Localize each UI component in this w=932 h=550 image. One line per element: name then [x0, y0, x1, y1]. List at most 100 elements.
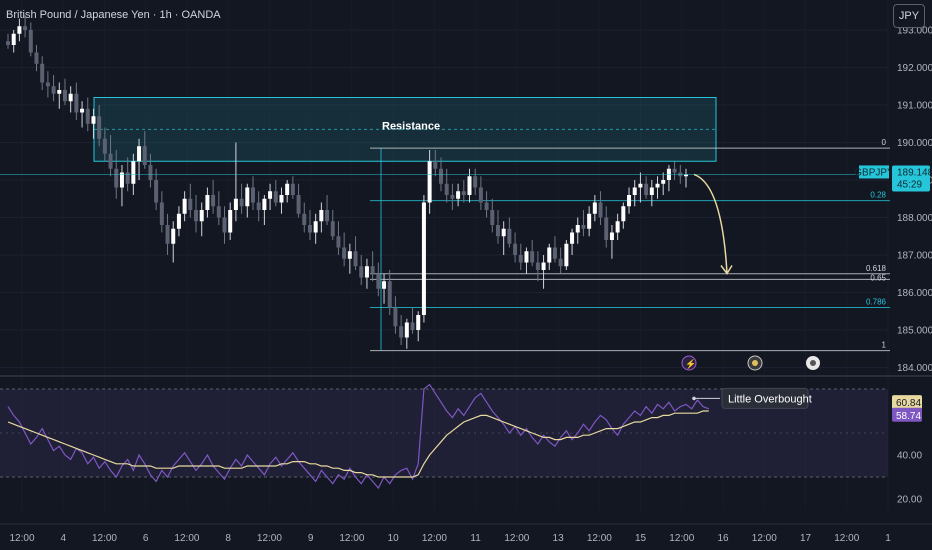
candle-body	[461, 191, 466, 195]
price-tick-label: 188.000	[897, 213, 932, 224]
currency-button[interactable]: JPY	[893, 4, 925, 28]
candlestick-series	[6, 15, 688, 349]
candle-body	[575, 225, 580, 233]
candle-body	[102, 138, 107, 154]
time-tick-label: 1	[885, 533, 891, 544]
candle-body	[342, 247, 347, 259]
candle-body	[587, 213, 592, 229]
candle-body	[513, 243, 518, 255]
candle-body	[285, 183, 290, 195]
candle-body	[302, 213, 307, 225]
time-tick-label: 12:00	[422, 533, 447, 544]
candle-body	[467, 176, 472, 195]
candle-body	[239, 198, 244, 207]
rsi-ma-value-tag-bg	[892, 407, 922, 422]
candle-body	[427, 161, 432, 203]
rsi-tick-label: 40.00	[897, 451, 922, 462]
candle-body	[307, 225, 312, 233]
candle-body	[268, 191, 273, 199]
candle-body	[182, 198, 187, 214]
candle-body	[233, 198, 238, 210]
candle-body	[393, 307, 398, 327]
candle-body	[552, 247, 557, 259]
candle-body	[570, 232, 575, 244]
candle-body	[530, 251, 535, 263]
time-tick-label: 12:00	[587, 533, 612, 544]
candle-body	[313, 221, 318, 233]
candle-body	[199, 210, 204, 222]
candle-body	[273, 191, 278, 203]
last-price-value: 189.148	[897, 167, 932, 178]
candle-body	[40, 63, 45, 83]
rsi-ma-value: 58.74	[896, 411, 921, 422]
candle-body	[359, 266, 364, 278]
candle-body	[51, 86, 56, 94]
candle-body	[638, 183, 643, 188]
candle-body	[456, 191, 461, 199]
candle-body	[62, 90, 67, 102]
candle-body	[518, 255, 523, 263]
projection-arrow	[693, 173, 728, 274]
price-tick-label: 186.000	[897, 288, 932, 299]
candle-body	[353, 251, 358, 267]
candle-body	[325, 210, 330, 222]
candle-body	[598, 202, 603, 218]
candle-body	[319, 210, 324, 222]
time-tick-label: 6	[143, 533, 149, 544]
candle-body	[592, 202, 597, 214]
candle-body	[262, 198, 267, 210]
chart-overlays: ⚡	[0, 173, 888, 371]
flag-event-dot-icon	[752, 360, 758, 366]
candle-body	[490, 210, 495, 225]
price-tick-label: 193.000	[897, 26, 932, 37]
candle-body	[330, 221, 335, 237]
fib-level-label: 1	[882, 341, 887, 350]
price-tick-label: 187.000	[897, 251, 932, 262]
price-tick-label: 184.000	[897, 363, 932, 374]
time-tick-label: 12:00	[174, 533, 199, 544]
candle-body	[370, 266, 375, 274]
time-tick-label: 12:00	[339, 533, 364, 544]
time-axis[interactable]: 12:00 4 12:00 6 12:00 8 12:00 9 12:00 10 12:00 11 12…	[0, 523, 932, 544]
candle-body	[125, 172, 130, 184]
candle-body	[473, 176, 478, 188]
time-tick-label: 12:00	[752, 533, 777, 544]
projection-arrowhead	[720, 265, 733, 275]
candle-body	[655, 183, 660, 188]
time-tick-label: 10	[388, 533, 400, 544]
rsi-line	[7, 383, 710, 490]
price-axis[interactable]: 193.000192.000191.000190.000189.000188.0…	[854, 26, 932, 506]
symbol-tag: GBPJPY	[854, 167, 894, 178]
rsi-tick-label: 20.00	[897, 495, 922, 506]
candle-body	[558, 258, 563, 267]
candle-body	[108, 153, 113, 169]
rsi-ma-line	[7, 410, 709, 478]
time-tick-label: 12:00	[504, 533, 529, 544]
news-event-dot-icon	[810, 360, 816, 366]
candle-body	[404, 322, 409, 338]
price-tick-label: 191.000	[897, 101, 932, 112]
rsi-value: 60.84	[896, 398, 921, 409]
candle-body	[6, 41, 10, 45]
time-tick-label: 4	[60, 533, 66, 544]
candle-body	[399, 326, 404, 338]
candle-body	[535, 262, 540, 270]
resistance-label: Resistance	[382, 121, 440, 133]
candle-body	[416, 315, 421, 330]
candle-body	[672, 168, 677, 173]
candle-body	[627, 195, 632, 207]
time-tick-label: 12:00	[834, 533, 859, 544]
candle-body	[154, 180, 159, 203]
annotation-dot	[692, 396, 696, 401]
candle-body	[484, 202, 489, 210]
candle-body	[581, 225, 586, 229]
candle-body	[410, 322, 415, 330]
candle-body	[114, 168, 119, 188]
candle-body	[621, 206, 626, 222]
time-tick-label: 12:00	[669, 533, 694, 544]
candle-body	[296, 195, 301, 214]
rsi-value-tag-bg	[892, 395, 922, 410]
candle-body	[85, 108, 90, 124]
candle-body	[34, 52, 39, 64]
